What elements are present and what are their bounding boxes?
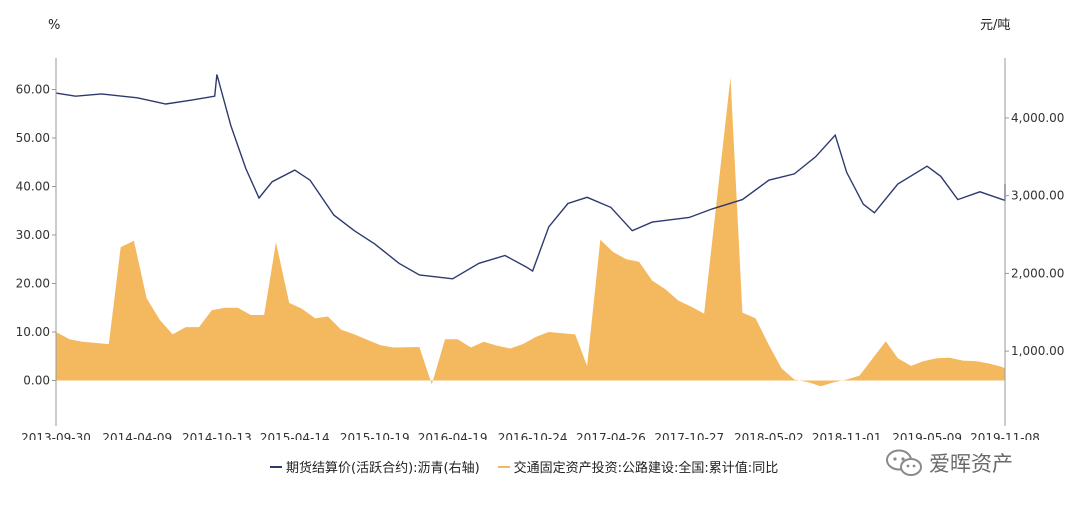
watermark: 爱晖资产: [885, 448, 1013, 478]
legend-item-asphalt-price[interactable]: 期货结算价(活跃合约):沥青(右轴): [270, 457, 480, 476]
x-tick-label: 2019-05-09: [892, 431, 962, 440]
x-tick-label: 2016-04-19: [418, 431, 488, 440]
x-tick-label: 2018-11-01: [812, 431, 882, 440]
line-series-layer: [55, 74, 1006, 280]
x-tick-label: 2015-10-19: [340, 431, 410, 440]
legend-line-swatch: [270, 465, 282, 468]
legend-label-highway-investment: 交通固定资产投资:公路建设:全国:累计值:同比: [513, 461, 779, 476]
left-tick-label: 40.00: [16, 180, 50, 194]
area-highway-investment-yoy: [56, 77, 1005, 387]
x-tick-label: 2015-04-14: [260, 431, 330, 440]
legend-label-asphalt-price: 期货结算价(活跃合约):沥青(右轴): [286, 461, 480, 476]
left-tick-label: 20.00: [16, 277, 50, 291]
left-tick-label: 10.00: [16, 325, 50, 339]
x-tick-label: 2014-10-13: [182, 431, 252, 440]
right-tick-label: 2,000.00: [1011, 266, 1064, 280]
axes-layer: [55, 58, 1006, 426]
right-tick-label: 3,000.00: [1011, 189, 1064, 203]
line-asphalt-futures-price: [55, 74, 1006, 280]
x-tick-label: 2013-09-30: [21, 431, 91, 440]
ticks-layer: 0.00 10.00 20.00 30.00 40.00 50.00 60.00 1,000.…: [16, 83, 1065, 441]
watermark-text: 爱晖资产: [929, 452, 1013, 476]
right-tick-label: 1,000.00: [1011, 344, 1064, 358]
x-tick-label: 2017-04-26: [576, 431, 646, 440]
legend-item-highway-investment[interactable]: 交通固定资产投资:公路建设:全国:累计值:同比: [497, 457, 779, 476]
chart: % 元/吨 0.00 10.00 20.00 30.00 40.00 50.00 60.00…: [16, 18, 1065, 441]
left-tick-label: 50.00: [16, 131, 50, 145]
left-tick-label: 60.00: [16, 83, 50, 97]
left-tick-label: 30.00: [16, 228, 50, 242]
area-series-layer: [56, 77, 1005, 387]
legend: 期货结算价(活跃合约):沥青(右轴) 交通固定资产投资:公路建设:全国:累计值:…: [270, 457, 778, 476]
left-tick-label: 0.00: [23, 374, 50, 388]
x-tick-label: 2016-10-24: [498, 431, 568, 440]
left-axis-unit: %: [48, 18, 60, 33]
x-tick-label: 2018-05-02: [734, 431, 804, 440]
wechat-icon: [886, 449, 922, 476]
x-tick-label: 2017-10-27: [654, 431, 724, 440]
x-tick-label: 2014-04-09: [102, 431, 172, 440]
x-tick-label: 2019-11-08: [970, 431, 1040, 440]
right-tick-label: 4,000.00: [1011, 111, 1064, 125]
legend-area-swatch: [497, 465, 510, 468]
right-axis-unit: 元/吨: [980, 18, 1010, 33]
